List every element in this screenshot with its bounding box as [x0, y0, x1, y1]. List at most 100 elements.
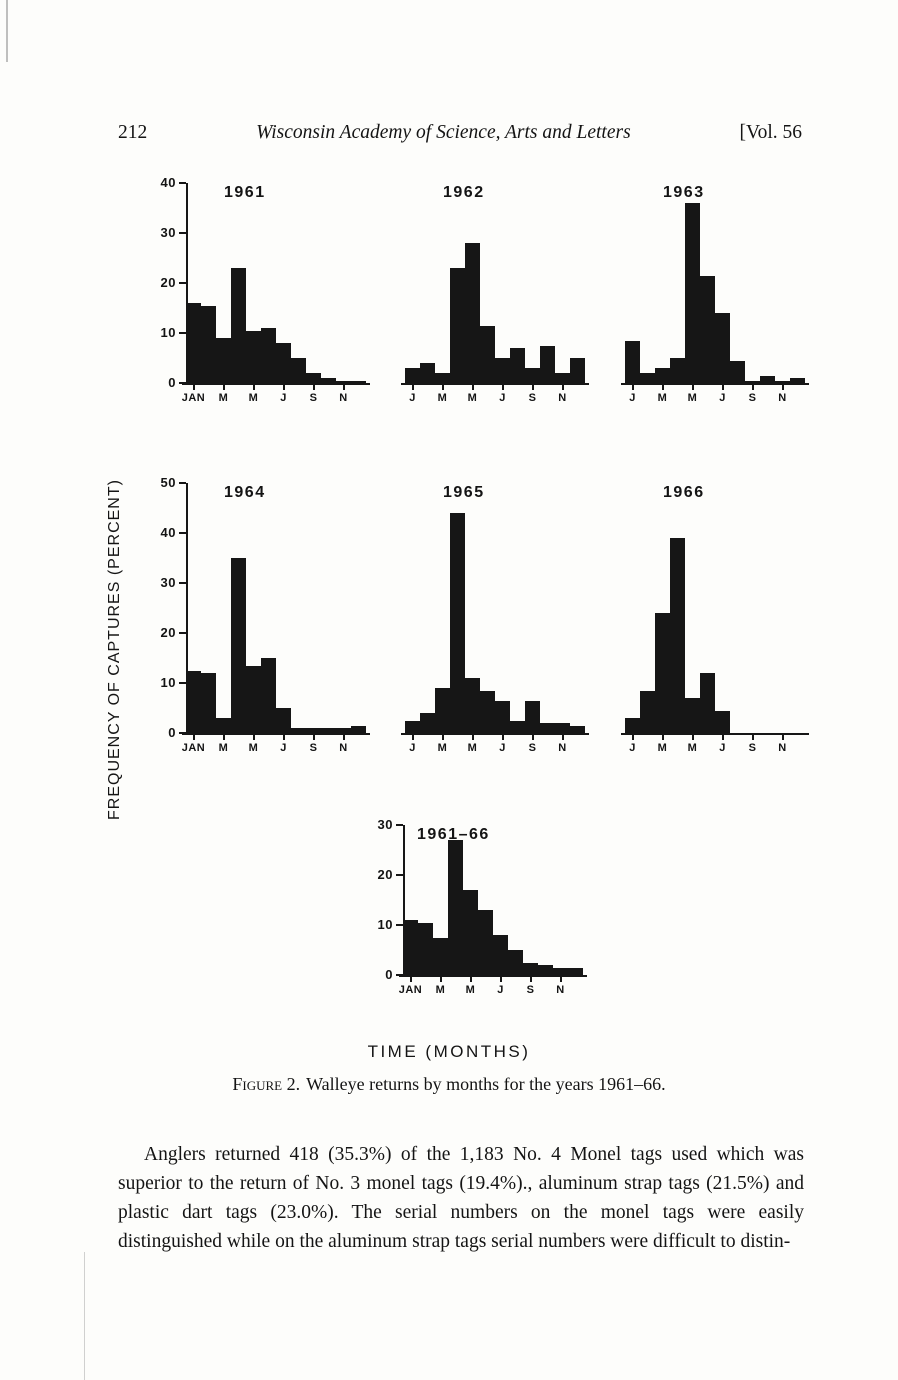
x-tick-mark — [781, 385, 784, 390]
x-tick-mark — [252, 735, 255, 740]
bar-feb — [420, 713, 435, 733]
figure-caption-text: Walleye returns by months for the years … — [306, 1074, 666, 1094]
bar-jul — [495, 358, 510, 383]
x-tick-label: N — [778, 742, 787, 754]
x-tick-label: S — [528, 392, 537, 404]
y-tick-mark — [396, 924, 403, 926]
bar-may — [246, 665, 261, 733]
bar-may — [685, 698, 700, 733]
x-tick-label: M — [467, 392, 478, 404]
x-tick-label: JAN — [181, 742, 206, 754]
bar-jun — [261, 328, 276, 383]
chart-year-label: 1966 — [663, 484, 705, 501]
bar-aug — [291, 358, 306, 383]
y-tick-mark — [179, 332, 186, 334]
bar-jan — [186, 670, 201, 733]
y-tick-mark — [179, 582, 186, 584]
x-tick-mark — [411, 735, 414, 740]
bar-mar — [655, 368, 670, 383]
bar-feb — [418, 922, 433, 975]
bar-nov — [336, 728, 351, 733]
bar-jun — [700, 673, 715, 733]
bar-jun — [700, 275, 715, 383]
bar-jan — [405, 368, 420, 383]
bar-oct — [321, 378, 336, 383]
bar-mar — [216, 718, 231, 733]
x-tick-label: N — [558, 392, 567, 404]
chart-year-label: 1964 — [224, 484, 266, 501]
bar-oct — [538, 965, 553, 975]
x-tick-mark — [501, 735, 504, 740]
scan-artifact-line — [84, 1252, 85, 1380]
x-tick-label: J — [719, 392, 726, 404]
x-tick-mark — [282, 385, 285, 390]
x-tick-mark — [631, 385, 634, 390]
y-tick-mark — [179, 182, 186, 184]
bar-jul — [715, 710, 730, 733]
bar-jul — [276, 343, 291, 383]
x-tick-label: S — [528, 742, 537, 754]
x-tick-mark — [559, 977, 562, 982]
x-tick-label: M — [437, 742, 448, 754]
bar-nov — [553, 967, 568, 975]
x-tick-mark — [631, 735, 634, 740]
x-tick-mark — [661, 735, 664, 740]
y-tick-label: 0 — [168, 725, 176, 740]
bar-aug — [508, 950, 523, 975]
bar-aug — [510, 720, 525, 733]
y-tick-label: 30 — [160, 225, 176, 240]
bar-jan — [625, 718, 640, 733]
chart-1964: 1964 0 10 20 30 40 50 JAN M M J S N — [154, 475, 370, 761]
bar-may — [465, 243, 480, 383]
bar-oct — [540, 723, 555, 733]
x-tick-mark — [691, 385, 694, 390]
x-tick-mark — [501, 385, 504, 390]
bar-sep — [525, 368, 540, 383]
x-tick-label: M — [437, 392, 448, 404]
bar-aug — [291, 728, 306, 733]
x-tick-label: N — [339, 742, 348, 754]
x-tick-label: N — [558, 742, 567, 754]
y-tick-label: 30 — [377, 817, 393, 832]
bar-dec — [790, 378, 805, 383]
bar-jan — [186, 303, 201, 383]
bar-mar — [435, 373, 450, 383]
bar-feb — [201, 305, 216, 383]
bar-sep — [523, 962, 538, 975]
bar-nov — [555, 723, 570, 733]
y-tick-label: 20 — [377, 867, 393, 882]
x-axis-title: TIME (MONTHS) — [367, 1042, 531, 1061]
page-number: 212 — [118, 122, 148, 143]
x-tick-mark — [561, 735, 564, 740]
y-tick-mark — [179, 682, 186, 684]
y-tick-label: 50 — [160, 475, 176, 490]
x-tick-mark — [471, 385, 474, 390]
x-axis-line — [182, 733, 370, 735]
x-tick-mark — [721, 735, 724, 740]
x-tick-mark — [192, 385, 195, 390]
chart-1961-66-combined: 1961–66 0 10 20 30 JAN M M J S N — [371, 817, 587, 1003]
x-tick-mark — [469, 977, 472, 982]
bar-dec — [351, 725, 366, 733]
x-tick-mark — [531, 735, 534, 740]
chart-1966: 1966 J M M J S N — [593, 483, 809, 761]
x-tick-label: M — [248, 742, 259, 754]
bar-mar — [655, 613, 670, 733]
y-tick-mark — [396, 824, 403, 826]
x-tick-label: M — [218, 392, 229, 404]
bar-nov — [555, 373, 570, 383]
y-tick-label: 40 — [160, 525, 176, 540]
x-tick-label: J — [629, 392, 636, 404]
x-tick-mark — [751, 735, 754, 740]
bar-oct — [321, 728, 336, 733]
bar-feb — [201, 673, 216, 733]
x-tick-label: J — [499, 742, 506, 754]
x-axis-line — [182, 383, 370, 385]
bar-jun — [480, 690, 495, 733]
chart-year-label: 1961 — [224, 184, 266, 201]
bar-dec — [568, 967, 583, 975]
x-tick-mark — [342, 735, 345, 740]
y-tick-label: 40 — [160, 175, 176, 190]
bar-jul — [495, 700, 510, 733]
